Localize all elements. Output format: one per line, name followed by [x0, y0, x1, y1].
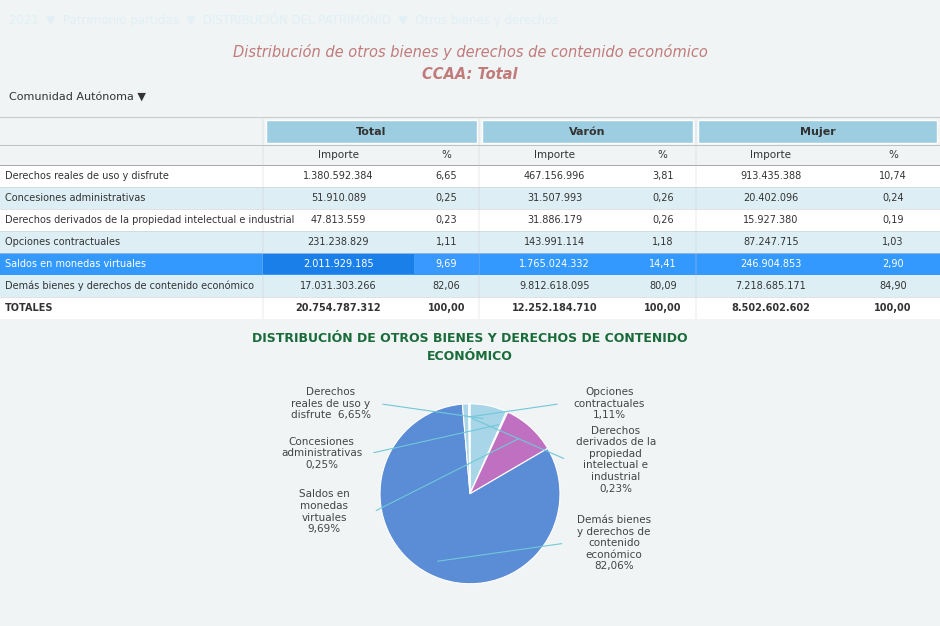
- Text: 913.435.388: 913.435.388: [740, 171, 802, 181]
- Text: 2,90: 2,90: [882, 259, 904, 269]
- Text: 20.402.096: 20.402.096: [744, 193, 798, 203]
- Text: Saldos en
monedas
virtuales
9,69%: Saldos en monedas virtuales 9,69%: [299, 490, 350, 534]
- Text: 3,81: 3,81: [652, 171, 673, 181]
- Text: Derechos derivados de la propiedad intelectual e industrial: Derechos derivados de la propiedad intel…: [5, 215, 294, 225]
- Bar: [482, 120, 693, 143]
- Wedge shape: [469, 404, 470, 494]
- Bar: [0, 209, 940, 231]
- Text: 8.502.602.602: 8.502.602.602: [731, 303, 810, 313]
- Text: %: %: [442, 150, 451, 160]
- Bar: [266, 120, 477, 143]
- Bar: [0, 231, 940, 253]
- Text: 0,19: 0,19: [883, 215, 903, 225]
- Text: 0,26: 0,26: [651, 215, 674, 225]
- Text: CCAA: Total: CCAA: Total: [422, 67, 518, 81]
- Text: 51.910.089: 51.910.089: [311, 193, 366, 203]
- Text: DISTRIBUCIÓN DE OTROS BIENES Y DERECHOS DE CONTENIDO: DISTRIBUCIÓN DE OTROS BIENES Y DERECHOS …: [252, 332, 688, 346]
- Text: 143.991.114: 143.991.114: [524, 237, 586, 247]
- Text: 467.156.996: 467.156.996: [524, 171, 586, 181]
- Text: Importe: Importe: [750, 150, 791, 160]
- Text: Distribución de otros bienes y derechos de contenido económico: Distribución de otros bienes y derechos …: [232, 44, 708, 59]
- Bar: [698, 120, 937, 143]
- Text: 0,25: 0,25: [435, 193, 458, 203]
- Text: Demás bienes y derechos de contenido económico: Demás bienes y derechos de contenido eco…: [5, 281, 254, 292]
- Text: 246.904.853: 246.904.853: [740, 259, 802, 269]
- Text: 1,11: 1,11: [436, 237, 457, 247]
- Text: Total: Total: [356, 127, 386, 137]
- Text: 1.765.024.332: 1.765.024.332: [519, 259, 590, 269]
- Bar: [0, 165, 940, 187]
- Text: Importe: Importe: [534, 150, 575, 160]
- Text: 31.507.993: 31.507.993: [527, 193, 582, 203]
- Text: 10,74: 10,74: [879, 171, 907, 181]
- Text: 0,24: 0,24: [882, 193, 904, 203]
- Text: 1,03: 1,03: [883, 237, 903, 247]
- Text: 20.754.787.312: 20.754.787.312: [295, 303, 382, 313]
- Bar: [0, 297, 940, 319]
- Wedge shape: [470, 404, 507, 494]
- Text: 100,00: 100,00: [874, 303, 912, 313]
- Text: TOTALES: TOTALES: [5, 303, 54, 313]
- Text: 1,18: 1,18: [652, 237, 673, 247]
- Text: 6,65: 6,65: [435, 171, 458, 181]
- Text: Derechos
derivados de la
propiedad
intelectual e
industrial
0,23%: Derechos derivados de la propiedad intel…: [575, 426, 656, 493]
- Text: Demás bienes
y derechos de
contenido
económico
82,06%: Demás bienes y derechos de contenido eco…: [577, 515, 651, 572]
- Bar: [263, 254, 414, 274]
- Bar: [0, 253, 940, 275]
- Text: 84,90: 84,90: [879, 281, 907, 291]
- Text: Derechos reales de uso y disfrute: Derechos reales de uso y disfrute: [5, 171, 168, 181]
- Text: Opciones
contractuales
1,11%: Opciones contractuales 1,11%: [573, 387, 645, 421]
- Bar: [0, 275, 940, 297]
- Wedge shape: [470, 411, 508, 494]
- Text: 2.011.929.185: 2.011.929.185: [303, 259, 374, 269]
- Text: %: %: [658, 150, 667, 160]
- Text: Concesiones
administrativas
0,25%: Concesiones administrativas 0,25%: [281, 437, 362, 470]
- Text: Opciones contractuales: Opciones contractuales: [5, 237, 119, 247]
- Text: 9,69: 9,69: [436, 259, 457, 269]
- Bar: [414, 254, 479, 274]
- Text: 80,09: 80,09: [649, 281, 677, 291]
- Text: Saldos en monedas virtuales: Saldos en monedas virtuales: [5, 259, 146, 269]
- Text: 9.812.618.095: 9.812.618.095: [519, 281, 590, 291]
- Text: 9,69: 9,69: [436, 259, 457, 269]
- Text: 2.011.929.185: 2.011.929.185: [303, 259, 374, 269]
- Text: 2021  ▼  Patrimonio partidas  ▼  DISTRIBUCIÓN DEL PATRIMONIO  ▼  Otros bienes y : 2021 ▼ Patrimonio partidas ▼ DISTRIBUCIÓ…: [9, 13, 558, 28]
- Text: 231.238.829: 231.238.829: [307, 237, 369, 247]
- Wedge shape: [470, 412, 548, 494]
- Wedge shape: [380, 404, 560, 583]
- Text: 31.886.179: 31.886.179: [527, 215, 582, 225]
- Text: 47.813.559: 47.813.559: [311, 215, 366, 225]
- Text: Mujer: Mujer: [800, 127, 836, 137]
- Text: 87.247.715: 87.247.715: [743, 237, 799, 247]
- Text: Concesiones administrativas: Concesiones administrativas: [5, 193, 145, 203]
- Text: Importe: Importe: [318, 150, 359, 160]
- Text: 12.252.184.710: 12.252.184.710: [511, 303, 598, 313]
- Text: Derechos
reales de uso y
disfrute  6,65%: Derechos reales de uso y disfrute 6,65%: [290, 387, 370, 421]
- Text: 15.927.380: 15.927.380: [744, 215, 798, 225]
- Text: 0,23: 0,23: [435, 215, 458, 225]
- Wedge shape: [462, 404, 470, 494]
- Text: 17.031.303.266: 17.031.303.266: [300, 281, 377, 291]
- Text: 100,00: 100,00: [428, 303, 465, 313]
- Text: 7.218.685.171: 7.218.685.171: [735, 281, 807, 291]
- Text: Comunidad Autónoma ▼: Comunidad Autónoma ▼: [9, 91, 147, 101]
- Text: Varón: Varón: [570, 127, 605, 137]
- Text: 1.380.592.384: 1.380.592.384: [303, 171, 373, 181]
- Text: ECONÓMICO: ECONÓMICO: [427, 351, 513, 364]
- Text: 0,26: 0,26: [651, 193, 674, 203]
- Bar: [0, 187, 940, 209]
- Text: %: %: [888, 150, 898, 160]
- Text: 82,06: 82,06: [432, 281, 461, 291]
- Text: 14,41: 14,41: [649, 259, 677, 269]
- Text: 100,00: 100,00: [644, 303, 682, 313]
